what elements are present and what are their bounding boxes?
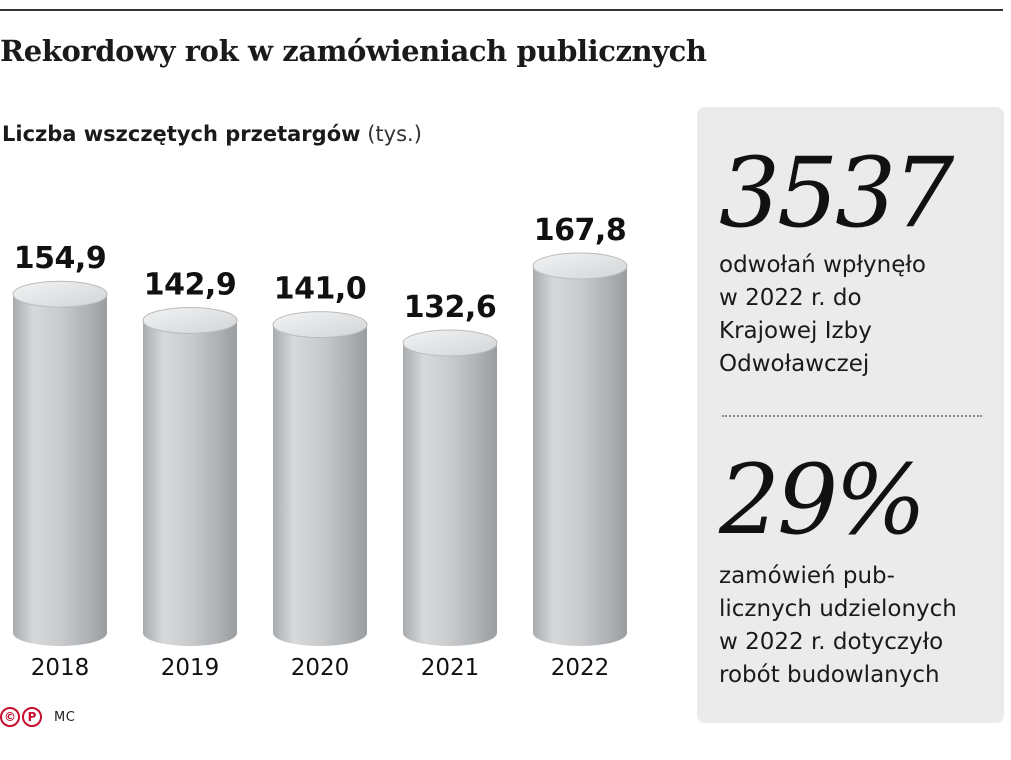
bar-body [143, 320, 237, 646]
dotted-divider [722, 415, 982, 417]
bar-top [12, 280, 108, 308]
chart-title: Rekordowy rok w zamówieniach publicznych [0, 34, 707, 68]
subtitle-text: Liczba wszczętych przetargów [2, 122, 361, 146]
chart-subtitle: Liczba wszczętych przetargów (tys.) [2, 122, 422, 146]
bar-2018 [12, 280, 108, 646]
category-label: 2022 [551, 655, 610, 681]
bar-2019 [142, 306, 238, 646]
construction-share: 29% [719, 444, 926, 556]
top-rule [0, 9, 1003, 11]
bar-top [402, 329, 498, 357]
bar-top [272, 311, 368, 339]
construction-description: zamówień pub- licznych udzielonych w 202… [719, 563, 957, 688]
value-label: 154,9 [14, 241, 106, 276]
value-label: 167,8 [534, 213, 626, 248]
category-label: 2020 [291, 655, 350, 681]
bar-body [533, 266, 627, 646]
bar-body [273, 324, 367, 646]
bar-2022 [532, 252, 628, 646]
category-label: 2021 [421, 655, 480, 681]
stats-panel: 3537 odwołań wpłynęło w 2022 r. do Krajo… [697, 107, 1004, 723]
appeals-count: 3537 [719, 137, 954, 249]
category-label: 2018 [31, 655, 90, 681]
p-logo-icon: P [22, 707, 42, 727]
bar-chart: 154,9 2018 142,9 2019 141,0 2020 132,6 2021 167,… [12, 213, 628, 681]
bar-2021 [402, 329, 498, 646]
value-label: 132,6 [404, 290, 496, 325]
copyright-logo-icon: © [0, 707, 20, 727]
bar-top [532, 252, 628, 280]
author-initials: MC [54, 709, 76, 725]
value-label: 142,9 [144, 267, 236, 302]
bar-body [403, 342, 497, 646]
bar-top [142, 306, 238, 334]
value-label: 141,0 [274, 272, 366, 307]
category-label: 2019 [161, 655, 220, 681]
credits: © P MC [0, 706, 75, 728]
bar-2020 [272, 311, 368, 646]
bar-body [13, 294, 107, 646]
appeals-description: odwołań wpłynęło w 2022 r. do Krajowej I… [719, 252, 926, 377]
unit-label: (tys.) [367, 122, 422, 146]
